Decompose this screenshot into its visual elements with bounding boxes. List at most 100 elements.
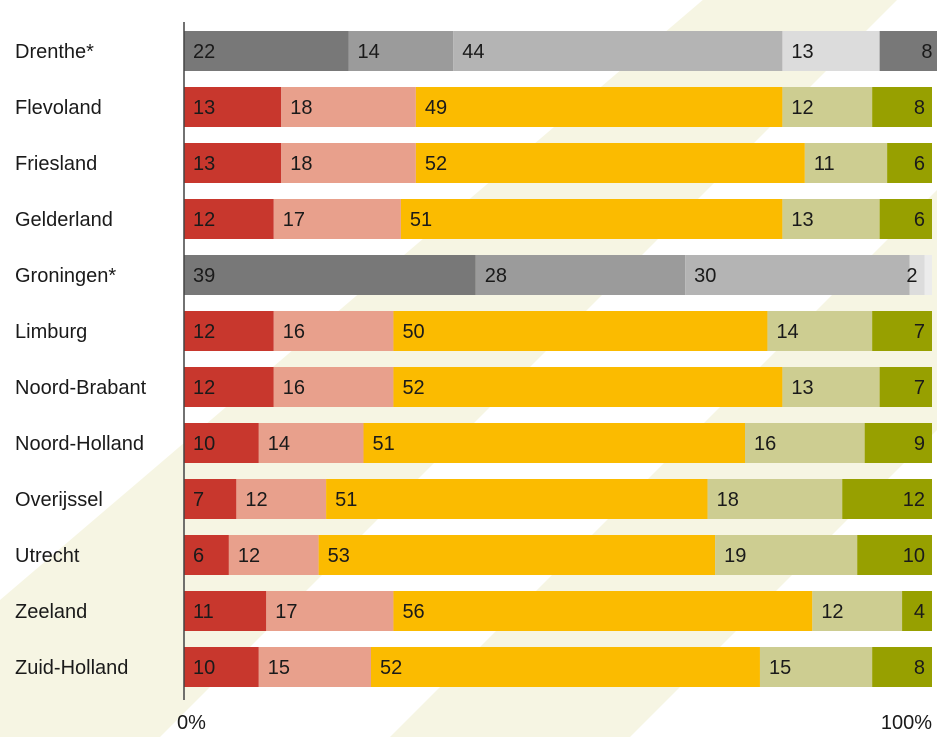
bar-row: 7 12 51 18 12 [184, 479, 932, 519]
data-label: 39 [193, 265, 215, 287]
data-label: 11 [814, 153, 835, 175]
data-label: 4 [914, 601, 925, 623]
bar-segment [879, 31, 937, 71]
bars-layer: 22 14 44 13 813 18 49 12 813 18 52 11 612 17 51 13 639 28… [184, 31, 937, 687]
bar-segment [872, 87, 932, 127]
bar-segment [184, 479, 237, 519]
bar-segment [707, 479, 843, 519]
category-label: Limburg [15, 321, 87, 343]
x-tick-label: 100% [881, 712, 932, 734]
bar-segment [415, 87, 783, 127]
data-label: 30 [694, 265, 716, 287]
data-label: 7 [914, 321, 925, 343]
bar-segment [393, 311, 768, 351]
bar-segment [804, 143, 888, 183]
data-label: 16 [283, 321, 305, 343]
data-label: 9 [914, 433, 925, 455]
bar-segment [393, 367, 783, 407]
bar-segment [685, 255, 910, 295]
bar-segment [864, 423, 932, 463]
data-label: 10 [193, 433, 215, 455]
bar-segment [887, 143, 932, 183]
bar-segment [258, 647, 371, 687]
data-label: 2 [906, 265, 917, 287]
data-label: 7 [914, 377, 925, 399]
bar-segment [909, 255, 925, 295]
bar-row: 12 17 51 13 6 [184, 199, 932, 239]
category-label: Utrecht [15, 545, 80, 567]
data-label: 11 [193, 601, 214, 623]
data-label: 22 [193, 41, 215, 63]
category-labels: Drenthe* Flevoland Friesland Gelderland Gron… [15, 41, 147, 679]
data-label: 51 [410, 209, 432, 231]
bar-row: 11 17 56 12 4 [184, 591, 932, 631]
category-label: Overijssel [15, 489, 103, 511]
category-label: Zuid-Holland [15, 657, 128, 679]
data-label: 15 [268, 657, 290, 679]
bar-segment [184, 535, 229, 575]
x-tick-label: 0% [177, 712, 206, 734]
category-label: Friesland [15, 153, 97, 175]
data-label: 14 [268, 433, 290, 455]
data-label: 44 [462, 41, 484, 63]
data-label: 10 [193, 657, 215, 679]
bar-segment [715, 535, 858, 575]
bar-segment [393, 591, 813, 631]
data-label: 49 [425, 97, 447, 119]
bar-segment [273, 311, 394, 351]
bar-row: 10 15 52 15 8 [184, 647, 932, 687]
bar-segment [184, 367, 274, 407]
data-label: 52 [425, 153, 447, 175]
bar-segment [842, 479, 932, 519]
data-label: 12 [193, 377, 215, 399]
category-label: Noord-Holland [15, 433, 144, 455]
data-label: 13 [193, 153, 215, 175]
data-label: 6 [193, 545, 204, 567]
data-label: 10 [903, 545, 925, 567]
bar-segment [857, 535, 932, 575]
bar-segment [745, 423, 865, 463]
data-label: 52 [380, 657, 402, 679]
data-label: 8 [914, 657, 925, 679]
bar-segment [872, 647, 932, 687]
data-label: 13 [193, 97, 215, 119]
bar-segment [759, 647, 873, 687]
bar-segment [767, 311, 873, 351]
bar-segment [228, 535, 319, 575]
data-label: 14 [358, 41, 380, 63]
bar-segment [400, 199, 783, 239]
bar-segment [273, 199, 401, 239]
data-label: 13 [791, 209, 813, 231]
category-label: Groningen* [15, 265, 116, 287]
bar-segment [184, 591, 267, 631]
category-label: Zeeland [15, 601, 87, 623]
bar-segment [872, 311, 932, 351]
data-label: 12 [821, 601, 843, 623]
data-label: 51 [335, 489, 357, 511]
bar-segment [281, 143, 416, 183]
bar-segment [273, 367, 394, 407]
bar-segment [415, 143, 805, 183]
data-label: 16 [283, 377, 305, 399]
bar-segment [281, 87, 416, 127]
bar-segment [902, 591, 932, 631]
bar-segment [348, 31, 454, 71]
bar-segment [184, 647, 259, 687]
bar-segment [184, 255, 476, 295]
bar-segment [184, 31, 349, 71]
bar-row: 10 14 51 16 9 [184, 423, 932, 463]
category-label: Gelderland [15, 209, 113, 231]
data-label: 17 [275, 601, 297, 623]
bar-segment [236, 479, 327, 519]
bar-segment [266, 591, 394, 631]
data-label: 52 [402, 377, 424, 399]
bar-segment [879, 367, 932, 407]
bar-segment [326, 479, 708, 519]
x-axis: 0% 100% [177, 22, 932, 734]
data-label: 6 [914, 209, 925, 231]
data-label: 18 [290, 153, 312, 175]
bar-segment [782, 31, 880, 71]
data-label: 6 [914, 153, 925, 175]
